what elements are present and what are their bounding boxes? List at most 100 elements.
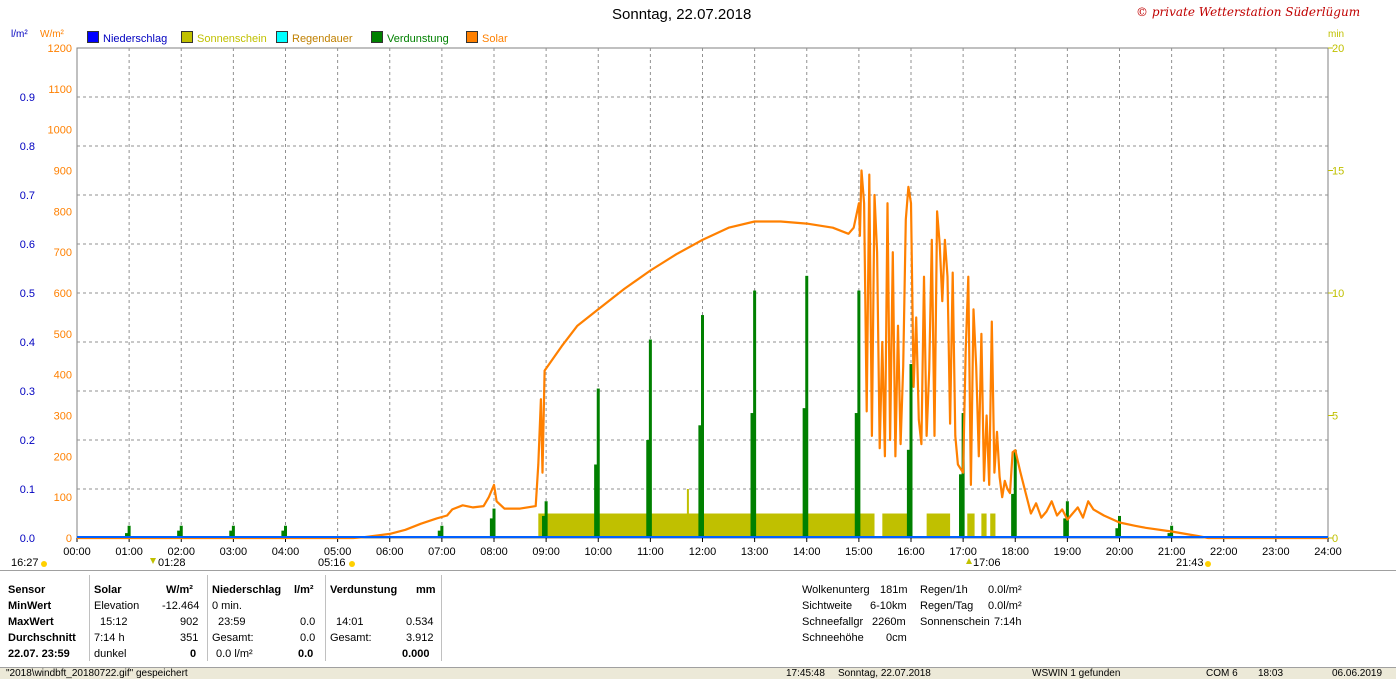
x-tick-label: 12:00 (689, 546, 717, 558)
verdunstung-bar (648, 339, 652, 538)
verdunstung-bar (909, 364, 913, 538)
y-tick-label-precip: 0.6 (20, 239, 35, 251)
sonnenschein-bar (981, 513, 987, 538)
y-tick-label-precip: 0.4 (20, 337, 35, 349)
legend-label: Regendauer (292, 33, 353, 45)
x-tick-label: 05:00 (324, 546, 352, 558)
x-tick-label: 20:00 (1106, 546, 1134, 558)
sonnenschein-bar (967, 513, 975, 538)
legend-regendauer: Regendauer (276, 31, 353, 45)
verdunstung-bar (1063, 518, 1067, 538)
y-tick-label-solar: 800 (54, 206, 72, 218)
stats-sonnenschein-value: 7:14h (994, 616, 1022, 628)
stats-niederschlag-min-label: 0 min. (212, 600, 242, 612)
x-tick-label: 02:00 (167, 546, 195, 558)
marker-left-time: 16:27 (11, 557, 39, 569)
marker-sunrise-time: 05:16 (318, 557, 346, 569)
status-port: COM 6 (1206, 668, 1238, 679)
y-tick-label-solar: 400 (54, 370, 72, 382)
stats-regen1h-value: 0.0l/m² (988, 584, 1022, 596)
stats-niederschlag-max-value: 0.0 (300, 616, 316, 628)
y-tick-label-solar: 0 (66, 533, 72, 545)
stats-solar-max-time: 15:12 (100, 616, 128, 628)
y-tick-label-solar: 300 (54, 411, 72, 423)
y-tick-label-precip: 0.3 (20, 386, 35, 398)
verdunstung-bar (281, 530, 285, 538)
verdunstung-bar (750, 413, 754, 538)
x-tick-label: 15:00 (845, 546, 873, 558)
status-date: Sonntag, 22.07.2018 (838, 668, 931, 679)
verdunstung-bar (594, 464, 598, 538)
sonnenschein-bar (686, 489, 689, 538)
y-tick-label-precip: 0.2 (20, 435, 35, 447)
verdunstung-bar (1011, 493, 1015, 538)
legend-label: Verdunstung (387, 33, 449, 45)
x-tick-label: 03:00 (220, 546, 248, 558)
x-tick-label: 00:00 (63, 546, 91, 558)
stats-regen1h-label: Regen/1h (920, 584, 968, 596)
verdunstung-bar (125, 533, 129, 538)
stats-verdunstung-max-value: 0.534 (406, 616, 434, 628)
left-unit-solar: W/m² (40, 29, 64, 40)
y-tick-label-precip: 0.7 (20, 190, 35, 202)
verdunstung-bar (701, 315, 704, 538)
stats-niederschlag-current-value: 0.0 (298, 648, 314, 660)
stats-durchschnitt-label: Durchschnitt (8, 632, 76, 644)
x-tick-label: 17:00 (949, 546, 977, 558)
y-tick-label-precip: 0.1 (20, 484, 35, 496)
marker-moon-time: 01:28 (158, 557, 186, 569)
legend-swatch (87, 31, 99, 43)
stats-sichtweite-value: 6-10km (870, 600, 907, 612)
marker-sunset-time: 21:43 (1176, 557, 1204, 569)
stats-solar-current-label: dunkel (94, 648, 127, 660)
stats-solar-avg-value: 351 (180, 632, 199, 644)
stats-panel: Sensor MinWert MaxWert Durchschnitt 22.0… (0, 570, 1396, 667)
x-tick-label: 16:00 (897, 546, 925, 558)
sonnenschein-bar (538, 513, 875, 538)
stats-sonnenschein-label: Sonnenschein (920, 616, 990, 628)
x-tick-label: 22:00 (1210, 546, 1238, 558)
x-tick-label: 13:00 (741, 546, 769, 558)
verdunstung-bar (177, 530, 181, 538)
stats-niederschlag-total-value: 0.0 (300, 632, 316, 644)
verdunstung-bar (1167, 533, 1171, 538)
verdunstung-bar (961, 413, 965, 538)
y-tick-label-solar: 500 (54, 329, 72, 341)
stats-schneehoehe-value: 0cm (886, 632, 907, 644)
x-tick-label: 14:00 (793, 546, 821, 558)
stats-solar-avg-duration: 7:14 h (94, 632, 125, 644)
legend-label: Niederschlag (103, 33, 168, 45)
x-tick-label: 04:00 (272, 546, 300, 558)
y-tick-label-solar: 600 (54, 288, 72, 300)
legend-sonnenschein: Sonnenschein (181, 31, 267, 45)
stats-solar-max-value: 902 (180, 616, 199, 628)
left-unit-precip: l/m² (11, 29, 28, 40)
stats-verdunstung-total-label: Gesamt: (330, 632, 372, 644)
verdunstung-bar (906, 449, 910, 538)
x-tick-label: 21:00 (1158, 546, 1186, 558)
y-tick-label-precip: 0.0 (20, 533, 35, 545)
verdunstung-bar (489, 518, 493, 538)
status-clock: 18:03 (1258, 668, 1284, 679)
stats-solar-unit: W/m² (166, 584, 193, 596)
stats-niederschlag-max-time: 23:59 (218, 616, 246, 628)
verdunstung-bar (492, 508, 496, 538)
x-tick-label: 18:00 (1001, 546, 1029, 558)
chart-title: Sonntag, 22.07.2018 (612, 6, 752, 23)
verdunstung-bar (1013, 449, 1017, 538)
moonset-marker-icon (966, 558, 972, 564)
y-tick-label-precip: 0.9 (20, 92, 35, 104)
verdunstung-bar (544, 501, 548, 538)
legend-niederschlag: Niederschlag (87, 31, 167, 45)
y-tick-label-solar: 1100 (48, 84, 72, 96)
legend-label: Solar (482, 33, 508, 45)
copyright-label: © private Wetterstation Süderlügum (1136, 5, 1361, 19)
stats-verdunstung-header: Verdunstung (330, 584, 398, 596)
legend-swatch (371, 31, 383, 43)
solar-line (77, 169, 1328, 540)
verdunstung-bar (805, 275, 809, 538)
verdunstung-bar (1115, 528, 1119, 538)
verdunstung-bar (231, 525, 235, 538)
x-tick-label: 06:00 (376, 546, 404, 558)
stats-niederschlag-header: Niederschlag (212, 584, 282, 596)
